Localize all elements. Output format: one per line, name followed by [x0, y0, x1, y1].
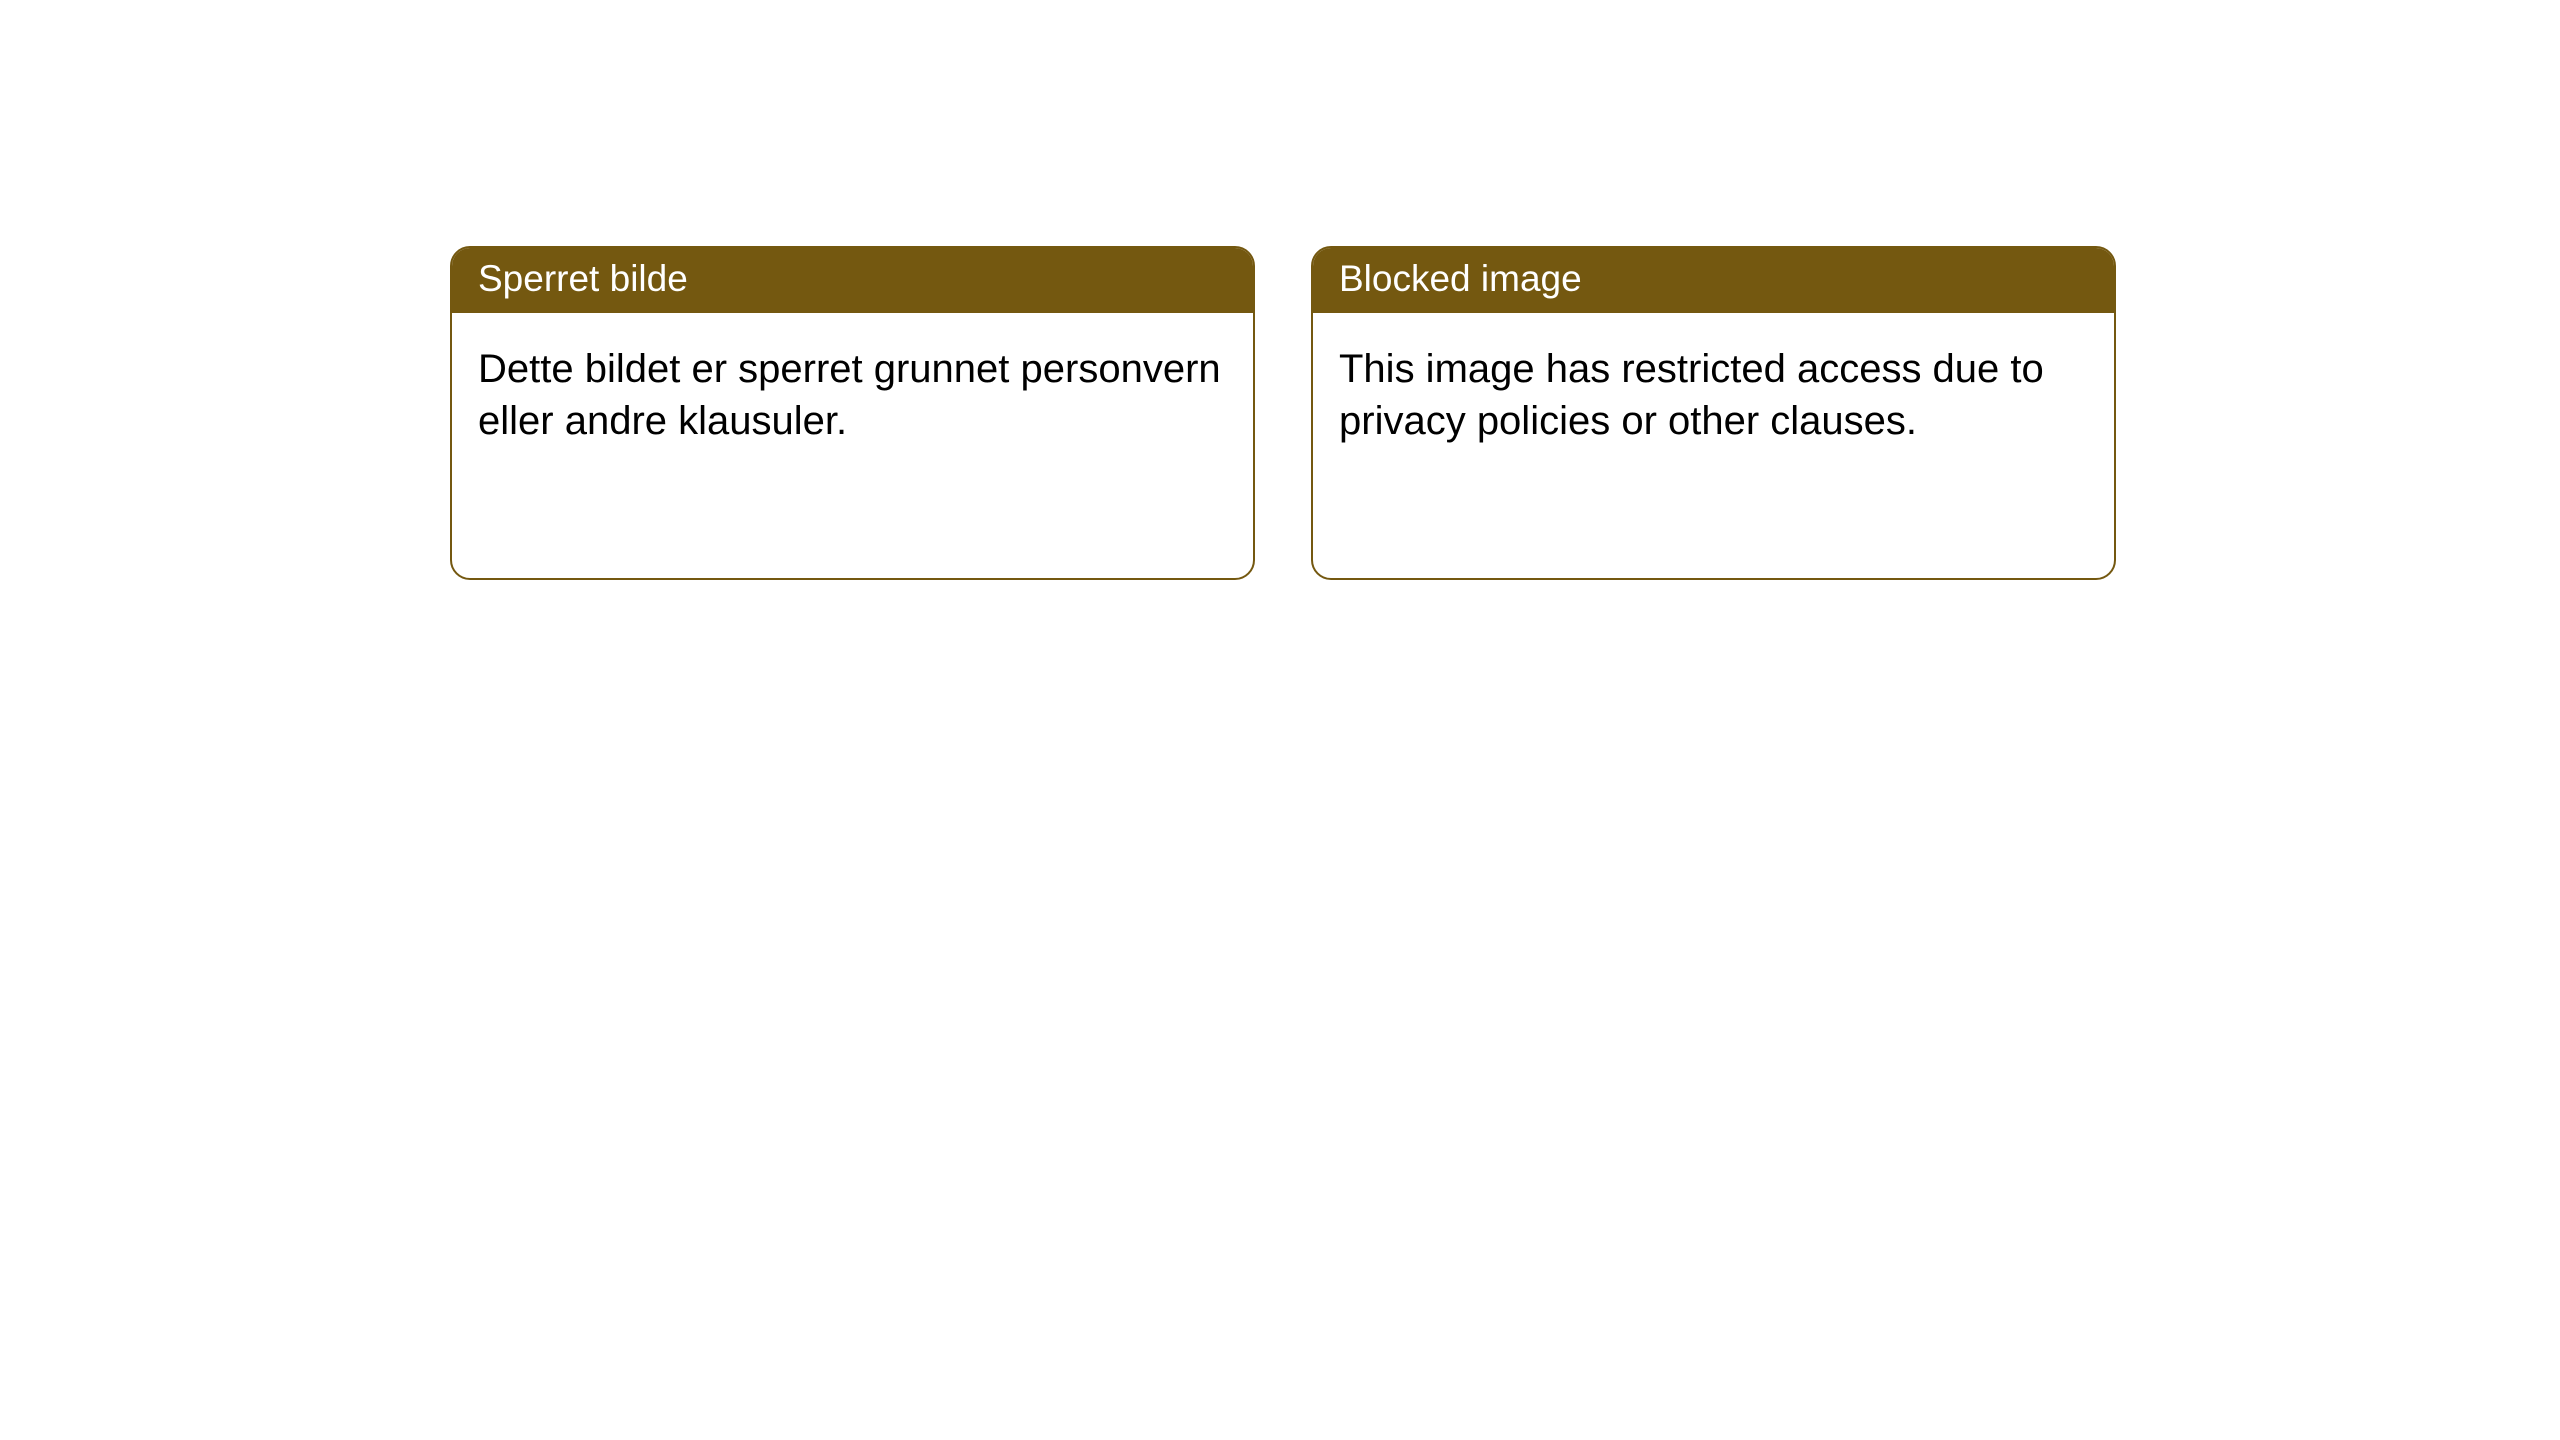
notice-card-norwegian: Sperret bilde Dette bildet er sperret gr…	[450, 246, 1255, 580]
notice-container: Sperret bilde Dette bildet er sperret gr…	[0, 0, 2560, 580]
notice-title: Sperret bilde	[452, 248, 1253, 313]
notice-title: Blocked image	[1313, 248, 2114, 313]
notice-body: Dette bildet er sperret grunnet personve…	[452, 313, 1253, 477]
notice-body: This image has restricted access due to …	[1313, 313, 2114, 477]
notice-card-english: Blocked image This image has restricted …	[1311, 246, 2116, 580]
